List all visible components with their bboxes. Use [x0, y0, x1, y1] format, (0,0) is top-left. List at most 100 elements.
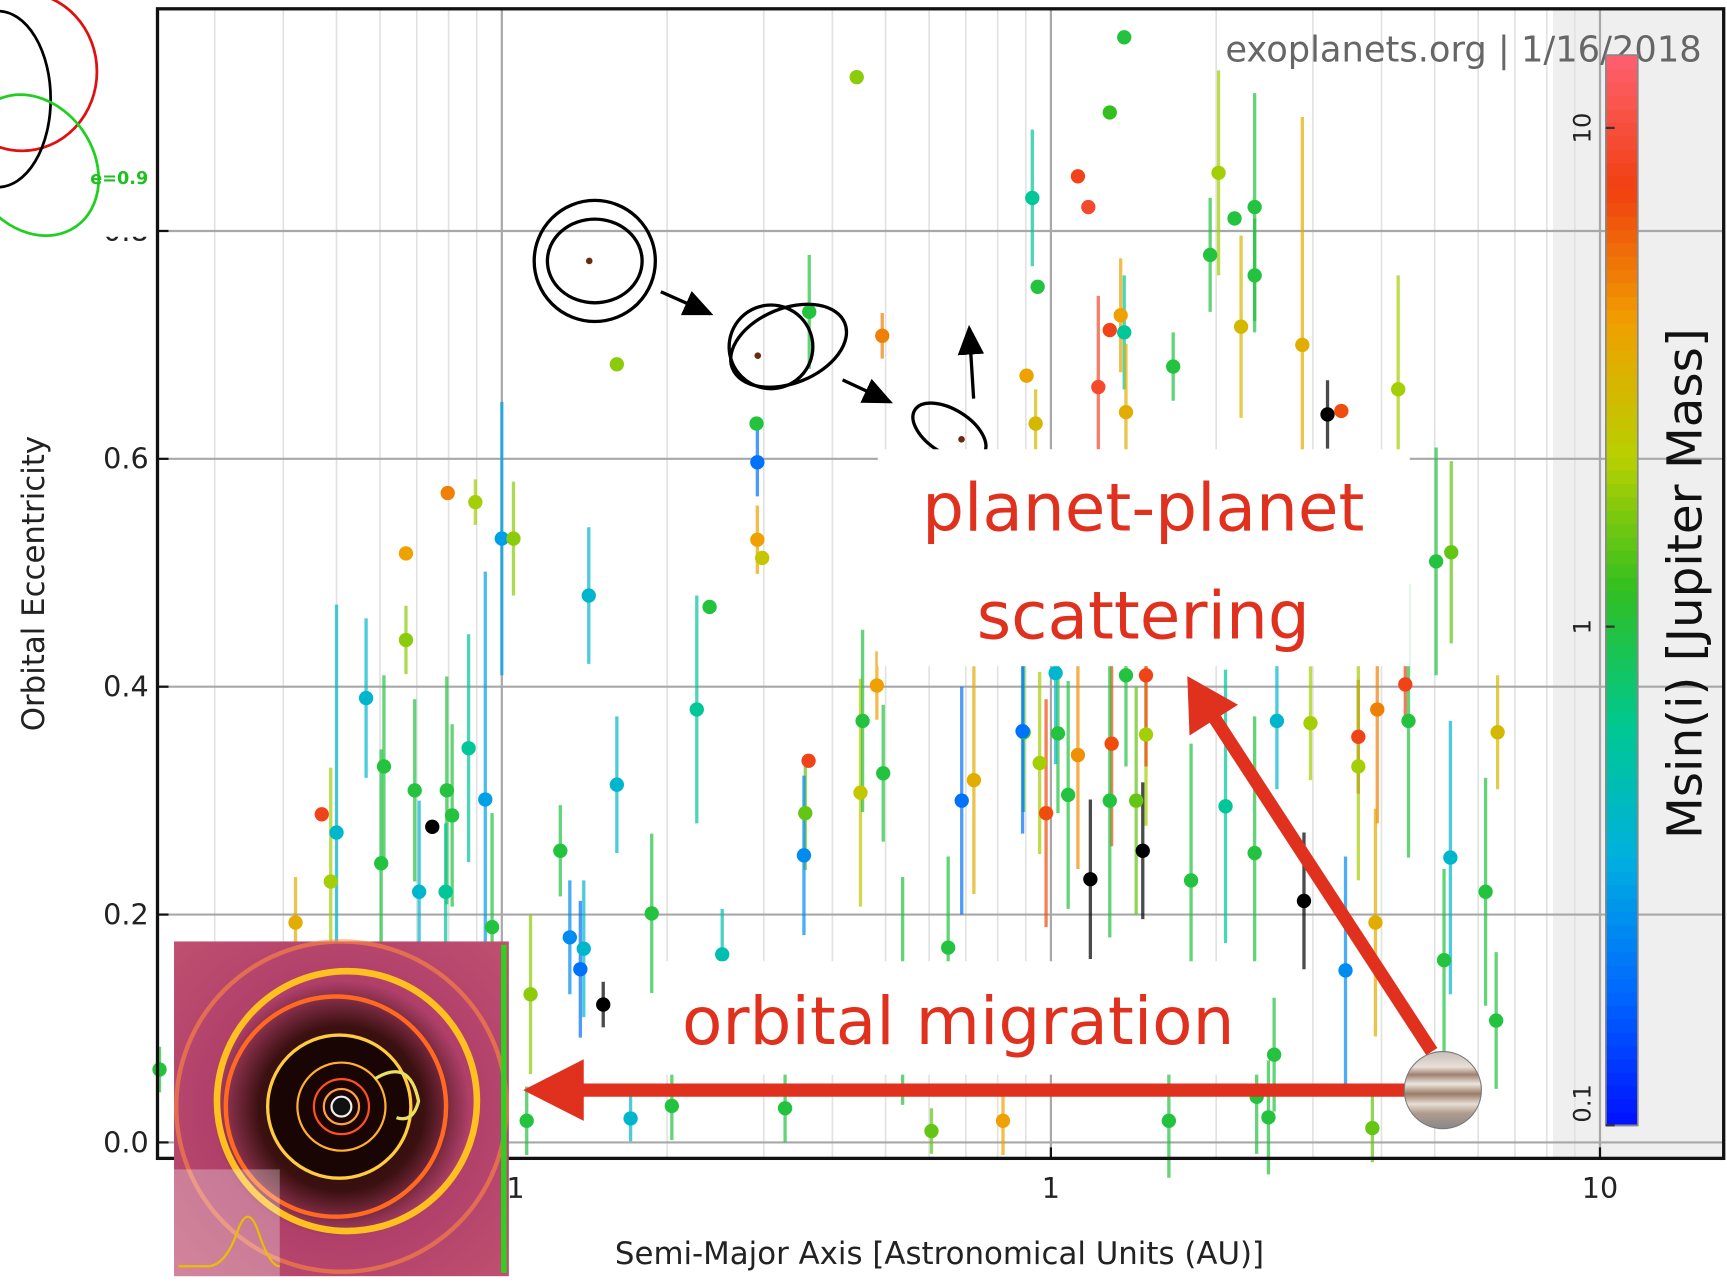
data-point [1019, 368, 1034, 383]
data-point [1261, 1110, 1276, 1125]
data-point [609, 777, 625, 792]
data-point [1391, 382, 1406, 397]
colorbar-segment [1605, 723, 1638, 739]
disk-ring [213, 967, 481, 1235]
data-point [855, 713, 870, 729]
colorbar-segment [1605, 790, 1638, 806]
data-point [562, 930, 577, 945]
profile-curve [178, 1215, 280, 1268]
data-point [1401, 713, 1416, 729]
data-point [1334, 403, 1349, 419]
data-point [1138, 668, 1154, 683]
colorbar-segment [1605, 162, 1638, 177]
profile-box [174, 1169, 280, 1277]
y-tick-label: 0.2 [103, 897, 149, 931]
x-tick-label: 10 [1582, 1171, 1618, 1205]
data-point [798, 806, 813, 821]
data-point [1102, 105, 1117, 120]
colorbar-segment [1605, 1018, 1638, 1033]
orbit-sketch [532, 198, 657, 324]
colorbar-segment [1605, 857, 1638, 873]
data-point [1015, 723, 1030, 739]
disk-ring [296, 1061, 387, 1152]
colorbar-frame [1605, 54, 1639, 1127]
colorbar-segment [1605, 202, 1638, 217]
colorbar-segment [1605, 777, 1638, 792]
data-point [1028, 416, 1043, 431]
annotations: planet-planet scattering orbital migrati… [0, 0, 1482, 1277]
data-point [438, 884, 453, 899]
colorbar-segment [1605, 121, 1638, 137]
data-point [869, 678, 885, 693]
colorbar-segment [1605, 228, 1638, 244]
data-point [1166, 359, 1181, 374]
colorbar-segment [1605, 68, 1638, 83]
data-point [1070, 747, 1086, 763]
colorbar-segment [1605, 336, 1638, 351]
data-point [407, 783, 422, 798]
colorbar-segment [1605, 255, 1638, 270]
orbit-dot [754, 352, 762, 359]
data-point [750, 532, 765, 547]
scattering-arrowhead [1187, 676, 1238, 736]
data-point [1129, 793, 1144, 808]
annotation-text: orbital migration [682, 983, 1235, 1060]
data-point [323, 874, 338, 889]
disk-center [330, 1095, 353, 1118]
y-tick-label: 0.0 [103, 1125, 149, 1159]
data-point [1138, 727, 1154, 742]
disk-spiral [373, 1070, 421, 1121]
label-box [877, 449, 1410, 667]
data-point [1025, 190, 1040, 206]
disk-ring [322, 1087, 361, 1126]
data-point [1161, 1113, 1177, 1128]
data-point [849, 70, 864, 85]
annotation-text: planet-planet [922, 470, 1364, 547]
colorbar-segment [1605, 309, 1638, 324]
orbit-curve [0, 0, 99, 153]
colorbar-segment [1605, 509, 1638, 525]
colorbar-segment [1605, 550, 1638, 565]
annotation-text: scattering [977, 578, 1310, 655]
data-point [1060, 787, 1076, 803]
data-point [1247, 199, 1262, 215]
data-point [288, 915, 303, 930]
data-point [1478, 884, 1493, 899]
colorbar-segment [1605, 764, 1638, 779]
colorbar-segment [1605, 443, 1638, 458]
data-point [954, 793, 969, 808]
data-point [1398, 677, 1413, 692]
data-point [715, 947, 730, 962]
colorbar-segment [1605, 643, 1638, 658]
data-point [376, 759, 392, 774]
data-point [966, 772, 982, 788]
colorbar-segment [1605, 376, 1638, 391]
data-point [644, 906, 659, 921]
colorbar-segment [1605, 215, 1638, 230]
orbit-label: e=0.9 [90, 169, 148, 189]
orbit-sketch [727, 303, 815, 391]
colorbar-segment [1605, 242, 1638, 257]
colorbar-segment [1605, 750, 1638, 765]
data-point [1247, 268, 1262, 283]
colorbar-segment [1605, 590, 1638, 605]
data-point [924, 1123, 939, 1139]
sketch-arrow [660, 290, 714, 316]
data-point [1050, 726, 1066, 741]
colorbar-segment [1605, 1031, 1638, 1046]
colorbar-segment [1605, 737, 1638, 752]
data-point [329, 825, 344, 840]
colorbar-segment [1605, 911, 1638, 926]
data-point [1368, 915, 1383, 930]
data-point [398, 546, 414, 561]
colorbar-segment [1605, 148, 1638, 163]
colorbar-tick-label: 0.1 [1568, 1084, 1596, 1123]
data-point [1296, 893, 1312, 909]
data-point [796, 848, 812, 863]
colorbar-segment [1605, 924, 1638, 939]
colorbar-segment [1605, 951, 1638, 966]
data-point [519, 1113, 534, 1128]
data-point [1113, 308, 1128, 323]
data-point [1117, 30, 1132, 45]
